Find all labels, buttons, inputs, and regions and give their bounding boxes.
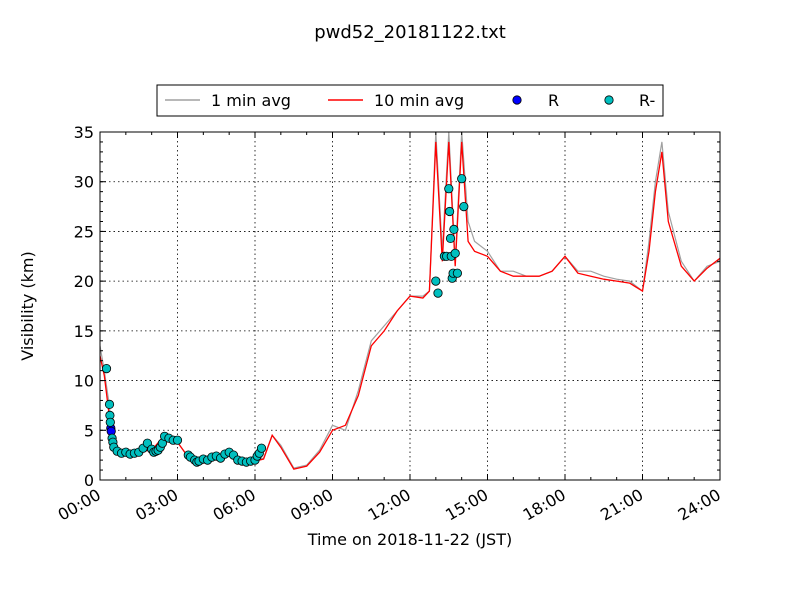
data-point-r (457, 174, 467, 184)
x-tick-label: 24:00 (675, 485, 724, 525)
data-point-r (452, 268, 462, 278)
data-point-r (105, 417, 115, 427)
x-tick-label: 03:00 (132, 485, 181, 525)
legend: 1 min avg 10 min avg R R- (156, 84, 664, 117)
data-point-r (104, 399, 115, 409)
y-tick-label: 25 (74, 222, 94, 241)
data-point-r (431, 276, 441, 286)
legend-box (156, 84, 664, 117)
y-tick-label: 10 (74, 372, 94, 391)
data-point-r (256, 443, 267, 453)
data-point-r (449, 224, 459, 234)
data-point-r (172, 435, 183, 445)
y-tick-label: 35 (74, 123, 94, 142)
x-tick-label: 18:00 (520, 485, 569, 525)
legend-label-10-min-avg: 10 min avg (374, 91, 464, 110)
y-tick-label: 20 (74, 272, 94, 291)
x-tick-label: 09:00 (287, 485, 336, 525)
x-tick-label: 12:00 (365, 485, 414, 525)
data-point-r (444, 206, 455, 217)
y-tick-label: 15 (74, 322, 94, 341)
plot-frame (99, 131, 721, 481)
data-point-r (101, 363, 112, 374)
y-tick-label: 30 (74, 173, 94, 192)
y-tick-label: 0 (84, 471, 94, 490)
legend-swatch-r (604, 95, 614, 105)
series-layer (100, 132, 720, 470)
x-tick-label: 00:00 (55, 485, 104, 525)
x-axis-label: Time on 2018-11-22 (JST) (307, 530, 512, 549)
data-point-r (444, 184, 454, 194)
data-point-r (445, 233, 456, 243)
legend-label-r: R- (639, 91, 655, 110)
x-tick-label: 21:00 (597, 485, 646, 525)
grid-lines (100, 132, 720, 480)
data-point-r (459, 202, 469, 212)
data-point-r (450, 248, 460, 258)
x-tick-label: 06:00 (210, 485, 259, 525)
y-axis-label: Visibility (km) (18, 251, 37, 360)
legend-swatch-r (512, 95, 522, 105)
y-tick-label: 5 (84, 421, 94, 440)
legend-label-r: R (548, 91, 559, 110)
legend-label-1-min-avg: 1 min avg (211, 91, 291, 110)
chart-title: pwd52_20181122.txt (314, 22, 506, 43)
data-point-r (433, 288, 443, 298)
x-tick-label: 15:00 (442, 485, 491, 525)
